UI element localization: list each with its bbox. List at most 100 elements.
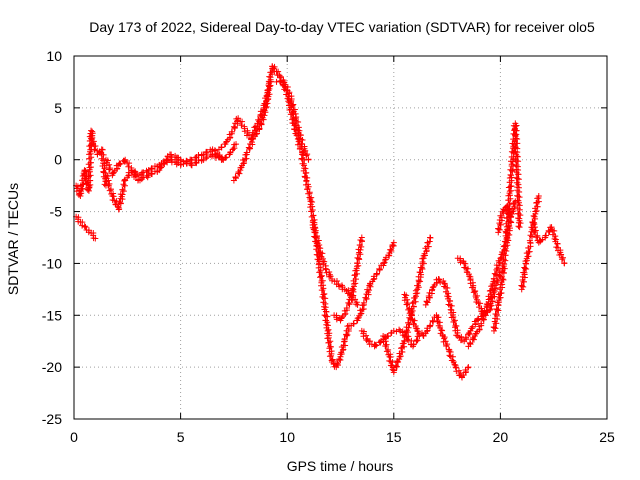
data-point-fill	[168, 156, 182, 168]
data-point-fill	[82, 223, 90, 233]
series-arc-2	[73, 127, 110, 200]
data-point-fill	[473, 298, 486, 317]
chart-title: Day 173 of 2022, Sidereal Day-to-day VTE…	[89, 19, 595, 35]
data-point-fill	[286, 90, 300, 121]
data-point-fill	[494, 276, 507, 306]
data-point	[508, 213, 515, 220]
plot-frame	[73, 55, 608, 420]
data-point-fill	[360, 282, 374, 306]
data-point	[465, 364, 472, 371]
data-point	[516, 224, 523, 231]
data-point-fill	[85, 229, 97, 237]
data-point-fill	[349, 262, 362, 292]
data-point-fill	[490, 302, 502, 332]
data-point	[358, 234, 365, 241]
data-point-fill	[338, 307, 349, 322]
data-point	[435, 275, 442, 282]
data-point-fill	[436, 276, 448, 287]
series-arc-1	[73, 213, 99, 242]
series-arc-12	[348, 239, 397, 329]
tick-labels: 0 5 10 15 20 25 -25 -20 -15 -10 -5 0 5 10	[42, 48, 615, 445]
data-point	[484, 301, 491, 308]
data-point	[380, 260, 387, 267]
data-point-fill	[262, 80, 274, 110]
data-point-fill	[354, 236, 366, 267]
data-point	[350, 286, 357, 293]
data-point-fill	[103, 173, 117, 198]
series-arc-13	[358, 326, 423, 350]
data-point-fill	[74, 214, 82, 225]
y-axis-label: SDTVAR / TECUs	[5, 183, 21, 295]
x-tick-label: 20	[493, 429, 509, 445]
data-point-fill	[394, 340, 408, 365]
y-tick-label: -5	[50, 204, 63, 220]
data-point-fill	[380, 333, 394, 358]
data-point	[395, 358, 402, 365]
data-point-fill	[457, 255, 467, 266]
data-point-fill	[337, 338, 349, 358]
series-arc-21	[518, 193, 542, 293]
grid	[74, 56, 607, 419]
data-point	[233, 141, 240, 148]
data-point-fill	[530, 195, 542, 219]
data-point-fill	[298, 151, 311, 181]
data-point-fill	[309, 219, 323, 249]
x-tick-label: 15	[386, 429, 402, 445]
data-point-fill	[498, 229, 511, 280]
data-point-fill	[96, 148, 103, 156]
series-arc-6	[230, 78, 274, 184]
data-point-fill	[333, 355, 344, 369]
data-point-fill	[136, 167, 151, 179]
data-point	[512, 198, 519, 205]
data-point-fill	[401, 292, 415, 317]
data-point-fill	[467, 277, 481, 301]
data-point	[390, 239, 397, 246]
series-arc-10	[309, 218, 361, 308]
data-point-fill	[291, 117, 306, 147]
data-point-fill	[522, 240, 534, 265]
y-tick-label: 10	[46, 48, 62, 64]
series-arc-7	[269, 63, 315, 205]
y-tick-label: 0	[54, 152, 62, 168]
data-point-fill	[453, 364, 464, 379]
data-point-fill	[518, 260, 530, 290]
data-point-fill	[487, 282, 500, 313]
data-point-fill	[502, 174, 515, 235]
data-point-fill	[168, 151, 182, 163]
data-point-fill	[372, 339, 384, 349]
data-point-fill	[280, 79, 291, 94]
data-point	[390, 327, 397, 334]
data-point	[531, 213, 538, 220]
data-point-fill	[148, 168, 161, 178]
data-point-fill	[256, 107, 269, 132]
series-arc-11	[331, 234, 366, 324]
series-arc-19	[490, 120, 524, 334]
series-arc-18	[465, 213, 515, 350]
data-point-fill	[110, 162, 121, 177]
data-point-fill	[490, 257, 503, 282]
data-point-fill	[274, 68, 283, 79]
data-point-fill	[276, 78, 284, 85]
axis-ticks	[73, 55, 608, 420]
data-point-fill	[547, 226, 561, 251]
data-point-fill	[446, 348, 459, 369]
series-arc-22	[529, 218, 568, 267]
data-point	[81, 223, 88, 230]
data-point	[497, 255, 504, 262]
x-axis-label: GPS time / hours	[287, 458, 394, 474]
data-point-fill	[500, 204, 509, 213]
data-point-fill	[468, 318, 479, 332]
data-point	[427, 234, 434, 241]
data-point-fill	[79, 219, 86, 229]
data-point	[305, 156, 312, 163]
data-point-fill	[441, 283, 455, 313]
data-marks	[73, 63, 568, 381]
data-point-fill	[462, 330, 473, 343]
data-point	[561, 260, 568, 267]
data-point	[414, 327, 421, 334]
y-tick-label: -25	[42, 411, 62, 427]
data-point	[92, 235, 99, 242]
series-arc-20	[495, 198, 519, 236]
data-point-fill	[466, 334, 477, 348]
x-tick-label: 25	[599, 429, 615, 445]
